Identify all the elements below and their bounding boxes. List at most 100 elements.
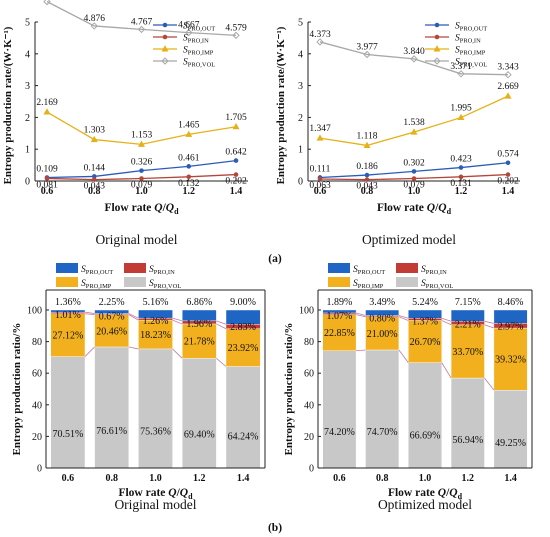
- data-label: 1.705: [225, 113, 247, 123]
- circle-marker: [411, 176, 417, 181]
- data-label: 0.202: [225, 177, 247, 187]
- legend-label: SPRO,IMP: [183, 46, 214, 57]
- x-tick-label: 0.8: [88, 186, 101, 197]
- y-tick-label: 0: [298, 177, 303, 188]
- y-tick-label: 1: [25, 145, 30, 156]
- circle-marker: [91, 177, 97, 182]
- connector-line: [398, 316, 409, 321]
- x-axis-title: Flow rate Q/Qd: [388, 487, 463, 501]
- bar-label: 1.89%: [326, 297, 352, 308]
- y-tick-label: 4: [298, 49, 303, 60]
- data-label: 0.461: [178, 153, 200, 163]
- bar-segment: [50, 356, 86, 469]
- legend-label: SPRO,OUT: [353, 265, 385, 276]
- data-label: 0.144: [84, 163, 106, 173]
- diamond-marker: [232, 31, 240, 40]
- legend-swatch: [56, 277, 78, 287]
- triangle-marker: [363, 141, 371, 148]
- y-tick-label: 100: [299, 306, 314, 317]
- connector-line: [216, 323, 227, 330]
- bar-label: 26.70%: [410, 337, 441, 348]
- x-tick-label: 0.6: [62, 473, 75, 484]
- y-tick-label: 5: [298, 18, 303, 29]
- triangle-marker: [90, 135, 98, 143]
- y-tick-label: 80: [304, 337, 314, 348]
- data-label: 0.079: [403, 180, 425, 190]
- bar-segment: [493, 309, 528, 324]
- data-label: 1.303: [84, 126, 106, 136]
- data-label: 1.118: [356, 131, 377, 141]
- bar-segment: [50, 313, 86, 357]
- y-tick-label: 2: [25, 113, 30, 124]
- y-tick-label: 100: [27, 306, 42, 317]
- legend-swatch: [124, 277, 146, 287]
- circle-marker: [458, 165, 464, 170]
- data-label: 0.081: [36, 180, 58, 190]
- y-tick-label: 5: [25, 18, 30, 29]
- subplot-caption: Original model: [114, 497, 196, 512]
- data-label: 4.876: [84, 14, 106, 24]
- x-tick-label: 1.0: [419, 473, 432, 484]
- connector-line: [484, 320, 494, 324]
- y-tick-label: 40: [304, 400, 314, 411]
- bar-label: 76.61%: [96, 426, 127, 437]
- x-axis-title: Flow rate Q/Qd: [118, 487, 193, 501]
- y-tick-label: 0: [37, 464, 42, 475]
- data-label: 3.977: [356, 43, 378, 53]
- legend-label: SPRO,IN: [455, 34, 481, 45]
- y-tick-label: 1: [298, 145, 303, 156]
- data-label: 1.995: [450, 104, 472, 114]
- legend-label: SPRO,VOL: [149, 279, 181, 290]
- diamond-marker: [457, 70, 465, 78]
- x-tick-label: 1.2: [193, 473, 206, 484]
- bar-label: 74.70%: [367, 427, 398, 438]
- diamond-marker: [90, 22, 98, 30]
- bar-segment: [138, 309, 173, 319]
- diamond-marker: [43, 0, 51, 6]
- bar-label: 18.23%: [140, 330, 171, 341]
- bar-segment: [138, 348, 173, 469]
- y-tick-label: 4: [25, 49, 30, 60]
- x-tick-label: 1.4: [502, 186, 515, 197]
- data-label: 0.109: [36, 165, 58, 175]
- bar-label: 2.83%: [230, 322, 256, 333]
- circle-marker: [44, 176, 50, 181]
- circle-marker: [434, 34, 440, 40]
- bar-label: 1.37%: [412, 316, 438, 327]
- bar-segment: [365, 349, 400, 469]
- circle-marker: [186, 164, 192, 169]
- connector-line: [128, 346, 139, 350]
- bar-label: 21.78%: [184, 337, 215, 348]
- x-tick-label: 1.0: [408, 186, 421, 197]
- bar-label: 2.21%: [455, 319, 481, 330]
- bar-segment: [450, 324, 485, 379]
- data-label: 0.132: [178, 179, 200, 189]
- bar-segment: [493, 327, 528, 391]
- triangle-marker: [316, 134, 324, 141]
- data-label: 2.169: [36, 98, 58, 108]
- y-axis-title: Entropy production rate/(W·K⁻¹): [2, 26, 14, 184]
- data-label: 0.326: [131, 158, 153, 168]
- bar-label: 39.32%: [495, 355, 526, 366]
- circle-marker: [434, 22, 440, 28]
- bar-label: 21.00%: [367, 329, 398, 340]
- y-tick-label: 80: [32, 337, 42, 348]
- bar-label: 49.25%: [495, 438, 526, 449]
- triangle-marker: [137, 140, 146, 147]
- connector-line: [128, 313, 139, 319]
- bar-label: 70.51%: [52, 429, 83, 440]
- triangle-marker: [161, 45, 169, 52]
- legend-label: SPRO,IMP: [353, 279, 384, 290]
- bar-label: 9.00%: [230, 297, 256, 308]
- x-tick-label: 1.2: [455, 186, 468, 197]
- bar-segment: [365, 316, 400, 351]
- data-label: 1.153: [131, 130, 153, 140]
- bar-label: 0.67%: [99, 312, 125, 323]
- bar-chart-2: SPRO,OUT SPRO,IN SPRO,IMP SPRO,VOL 70.51% 27.…: [11, 263, 266, 501]
- y-tick-label: 3: [25, 81, 30, 92]
- x-tick-label: 1.4: [237, 473, 250, 484]
- bar-segment: [94, 346, 129, 469]
- data-label: 0.186: [356, 162, 378, 172]
- bar-label: 5.16%: [143, 297, 169, 308]
- circle-marker: [186, 174, 192, 180]
